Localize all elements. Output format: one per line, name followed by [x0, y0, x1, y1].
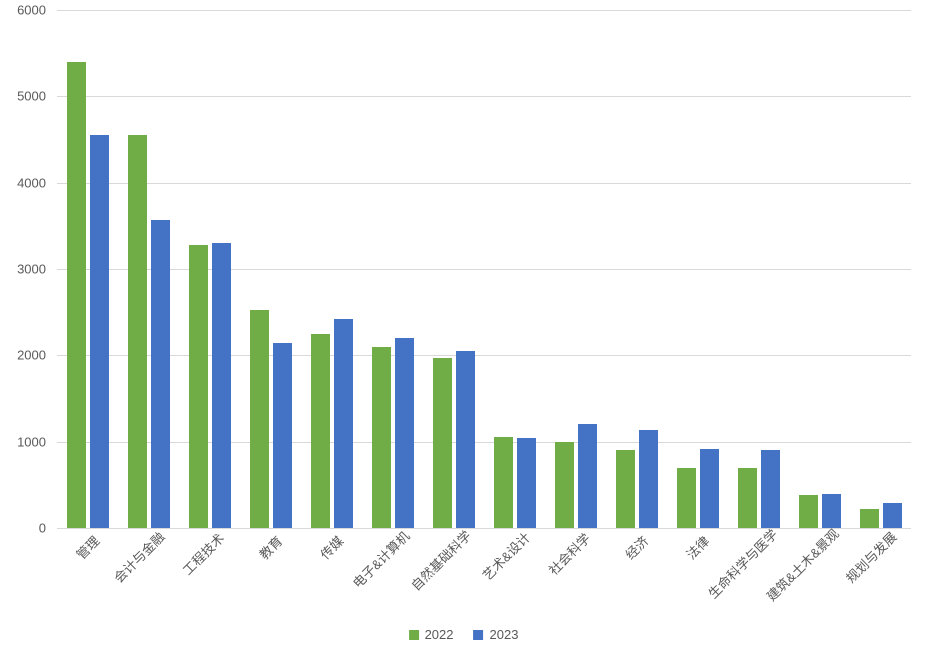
legend-swatch	[409, 630, 419, 640]
y-tick-label: 0	[0, 521, 46, 536]
x-tick-label: 法律	[687, 525, 719, 557]
gridline	[57, 96, 911, 97]
bar	[700, 449, 719, 528]
bar	[128, 135, 147, 528]
legend-item: 2023	[474, 626, 519, 642]
legend: 2022 2023	[399, 626, 529, 642]
gridline	[57, 442, 911, 443]
y-tick-label: 2000	[0, 348, 46, 363]
bar	[212, 243, 231, 528]
bar	[639, 430, 658, 528]
bar	[189, 245, 208, 528]
bar	[250, 310, 269, 528]
bar	[677, 468, 696, 528]
bar-chart: 0100020003000400050006000 管理会计与金融工程技术教育传…	[0, 0, 927, 662]
bar	[334, 319, 353, 528]
x-tick-label: 教育	[260, 525, 292, 557]
bar	[90, 135, 109, 528]
x-tick-label: 经济	[626, 525, 658, 557]
y-tick-label: 5000	[0, 89, 46, 104]
gridline	[57, 269, 911, 270]
bar	[151, 220, 170, 528]
y-tick-label: 6000	[0, 3, 46, 18]
gridline	[57, 10, 911, 11]
plot-area	[56, 10, 911, 528]
y-tick-label: 4000	[0, 175, 46, 190]
x-tick-label: 传媒	[321, 525, 353, 557]
bar	[372, 347, 391, 528]
legend-label: 2022	[425, 627, 454, 642]
gridline	[57, 183, 911, 184]
y-tick-label: 3000	[0, 262, 46, 277]
bar	[555, 442, 574, 528]
x-tick-label: 管理	[77, 525, 109, 557]
y-tick-label: 1000	[0, 434, 46, 449]
bar	[616, 450, 635, 528]
bar	[67, 62, 86, 528]
bar	[395, 338, 414, 528]
bar	[494, 437, 513, 529]
bar	[433, 358, 452, 528]
legend-swatch	[474, 630, 484, 640]
gridline	[57, 355, 911, 356]
bar	[456, 351, 475, 528]
bar	[738, 468, 757, 528]
bar	[273, 343, 292, 528]
bar	[578, 424, 597, 528]
bar	[311, 334, 330, 528]
bar	[799, 495, 818, 528]
legend-item: 2022	[409, 626, 454, 642]
legend-label: 2023	[490, 627, 519, 642]
